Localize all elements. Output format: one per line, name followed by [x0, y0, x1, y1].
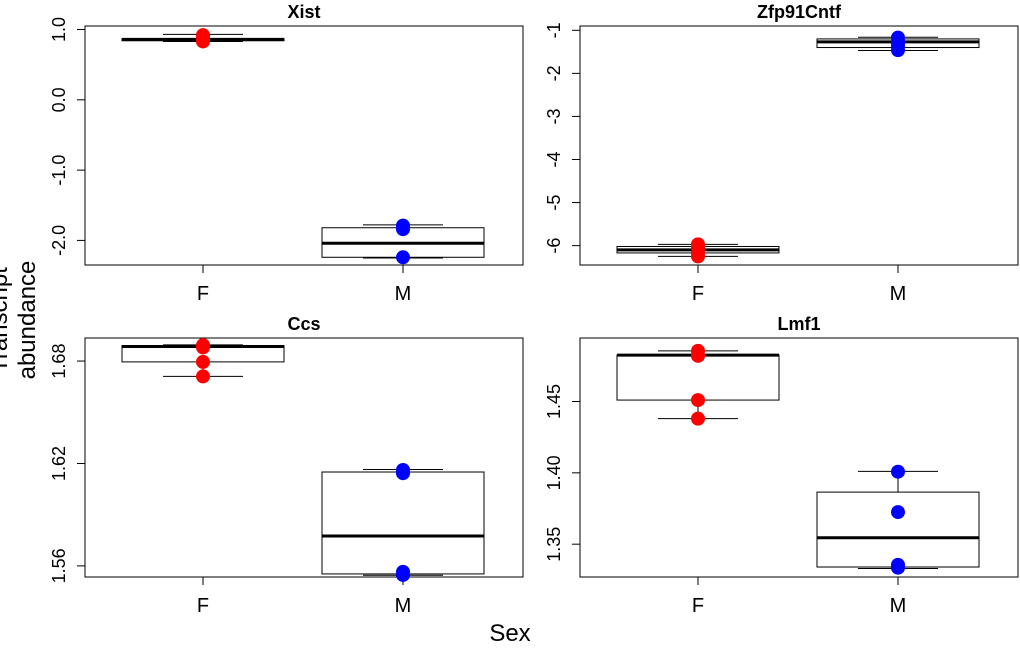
panel-frame-xist [84, 25, 524, 266]
box-ccs-m [321, 471, 485, 575]
point-ccs-f [196, 354, 210, 369]
point-xist-m [396, 222, 410, 237]
point-ccs-f [196, 369, 210, 384]
x-tick-label-ccs: F [197, 595, 209, 617]
point-zfp91cntf-f [691, 249, 705, 264]
y-tick-label-xist: -1.0 [49, 155, 69, 186]
panel-frame-ccs [84, 337, 524, 578]
x-tick-label-xist: M [395, 283, 412, 305]
point-xist-f [196, 34, 210, 49]
box-lmf1-m [816, 491, 980, 568]
panel-frame-lmf1 [579, 337, 1019, 578]
point-ccs-f [196, 340, 210, 355]
point-lmf1-f [691, 393, 705, 408]
y-tick-label-lmf1: 1.45 [544, 384, 564, 419]
point-ccs-m [396, 567, 410, 582]
panel-title-zfp91cntf: Zfp91Cntf [757, 2, 842, 22]
point-lmf1-m [891, 505, 905, 520]
point-lmf1-f [691, 411, 705, 426]
y-tick-label-zfp91cntf: -1 [544, 22, 564, 38]
y-tick-label-zfp91cntf: -5 [544, 195, 564, 211]
point-lmf1-m [891, 560, 905, 575]
point-lmf1-m [891, 464, 905, 479]
x-tick-label-zfp91cntf: M [890, 283, 907, 305]
y-tick-label-lmf1: 1.40 [544, 455, 564, 490]
point-zfp91cntf-m [891, 43, 905, 58]
y-tick-label-zfp91cntf: -2 [544, 65, 564, 81]
x-tick-label-lmf1: F [692, 595, 704, 617]
y-tick-label-zfp91cntf: -6 [544, 238, 564, 254]
y-tick-label-zfp91cntf: -4 [544, 151, 564, 167]
x-tick-label-ccs: M [395, 595, 412, 617]
y-tick-label-xist: 0.0 [49, 87, 69, 112]
panel-frame-zfp91cntf [579, 25, 1019, 266]
x-tick-label-zfp91cntf: F [692, 283, 704, 305]
y-axis-label: Transcript abundance [0, 260, 41, 380]
y-tick-label-ccs: 1.62 [49, 446, 69, 481]
y-tick-label-ccs: 1.68 [49, 344, 69, 379]
point-lmf1-f [691, 348, 705, 363]
y-tick-label-zfp91cntf: -3 [544, 108, 564, 124]
point-ccs-m [396, 466, 410, 481]
x-tick-label-lmf1: M [890, 595, 907, 617]
point-xist-m [396, 250, 410, 265]
y-tick-label-ccs: 1.56 [49, 548, 69, 583]
y-tick-label-xist: 1.0 [49, 17, 69, 42]
y-tick-label-lmf1: 1.35 [544, 527, 564, 562]
panel-title-xist: Xist [287, 2, 320, 22]
y-tick-label-xist: -2.0 [49, 225, 69, 256]
panel-title-ccs: Ccs [287, 314, 320, 334]
x-axis-label: Sex [489, 620, 531, 647]
panel-title-lmf1: Lmf1 [777, 314, 820, 334]
x-tick-label-xist: F [197, 283, 209, 305]
